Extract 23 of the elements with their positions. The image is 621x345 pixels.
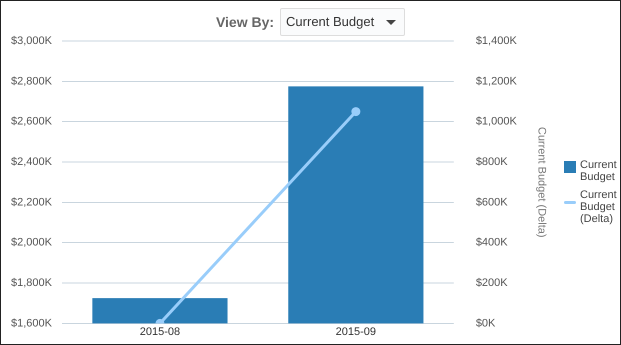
legend-label: Current Budget <box>580 159 618 183</box>
legend-label: Current Budget (Delta) <box>580 189 618 225</box>
y-tick-label: $2,400K <box>10 156 53 168</box>
text: View By: <box>216 14 274 30</box>
y2-tick-label: $400K <box>476 236 508 249</box>
y2-tick-label: $1,400K <box>476 35 518 48</box>
y-tick-label: $2,000K <box>10 236 53 249</box>
y-tick-label: $1,600K <box>10 317 53 330</box>
y2-axis-title: Current Budget (Delta) <box>535 126 548 238</box>
y2-tick-label: $1,000K <box>476 116 518 128</box>
y-tick-label: $2,200K <box>10 196 53 208</box>
x-tick-label: 2015-09 <box>336 326 376 338</box>
y2-tick-label: $1,200K <box>476 75 518 88</box>
y2-tick-label: $600K <box>476 196 508 208</box>
x-tick-label: 2015-08 <box>140 326 180 338</box>
y-tick-label: $3,000K <box>10 35 53 48</box>
y-tick-label: $2,600K <box>10 116 53 128</box>
y2-tick-label: $800K <box>476 156 508 168</box>
y-tick-label: $1,800K <box>10 277 53 290</box>
y2-tick-label: $200K <box>476 277 508 290</box>
text: Current Budget <box>280 8 406 36</box>
y-tick-label: $2,800K <box>10 75 53 88</box>
y2-tick-label: $0K <box>476 317 496 330</box>
